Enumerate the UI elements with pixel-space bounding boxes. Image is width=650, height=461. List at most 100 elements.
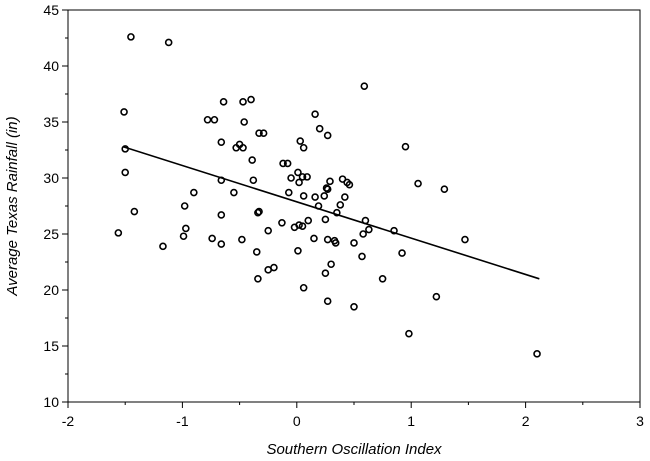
x-tick-label: -1	[176, 413, 189, 429]
data-point	[358, 252, 366, 261]
data-point	[287, 174, 295, 182]
data-point	[121, 168, 129, 177]
y-tick-label: 30	[43, 170, 59, 186]
data-point	[398, 249, 406, 257]
data-point	[341, 193, 349, 201]
data-point	[323, 235, 332, 244]
data-point	[294, 247, 302, 255]
data-point	[217, 138, 226, 146]
y-tick-label: 40	[43, 58, 59, 74]
data-point	[217, 240, 226, 248]
y-tick-label: 35	[43, 114, 59, 130]
data-point	[255, 207, 263, 216]
data-point	[252, 248, 261, 256]
data-point	[278, 219, 286, 227]
data-point	[333, 208, 341, 217]
data-point	[461, 235, 469, 244]
data-point	[248, 156, 256, 164]
data-point	[345, 180, 354, 189]
data-point	[208, 234, 216, 243]
data-point	[127, 33, 135, 41]
data-point	[310, 234, 318, 243]
data-point	[294, 168, 302, 177]
data-point	[315, 124, 324, 133]
data-point	[378, 274, 387, 283]
data-point	[249, 176, 258, 185]
data-point	[359, 230, 367, 238]
data-point	[311, 193, 319, 201]
data-point	[405, 329, 413, 338]
data-point	[321, 269, 330, 278]
y-tick-label: 25	[43, 226, 59, 242]
data-point	[304, 216, 313, 225]
data-point	[401, 142, 410, 151]
data-point	[298, 173, 307, 181]
x-axis-label: Southern Oscillation Index	[266, 441, 442, 458]
data-point	[331, 239, 340, 247]
data-point	[247, 95, 255, 104]
data-point	[182, 224, 190, 233]
data-point	[327, 260, 335, 269]
data-point	[299, 283, 308, 292]
data-point	[323, 297, 332, 306]
y-tick-label: 10	[43, 394, 59, 410]
data-point	[322, 184, 331, 192]
data-point	[203, 115, 212, 124]
data-point	[270, 263, 278, 272]
x-tick-label: 0	[293, 413, 301, 429]
data-point	[239, 143, 247, 152]
data-point	[239, 98, 247, 106]
data-point	[299, 143, 308, 152]
data-point	[190, 188, 198, 197]
data-point	[432, 292, 441, 301]
data-point	[284, 188, 293, 197]
data-point	[255, 129, 263, 137]
data-point	[164, 38, 173, 47]
data-point	[303, 173, 311, 181]
data-point	[533, 350, 541, 358]
data-point	[295, 178, 303, 187]
data-point	[440, 185, 449, 193]
x-tick-label: -2	[62, 413, 75, 429]
data-point	[230, 188, 238, 197]
data-point	[414, 179, 422, 188]
data-point	[323, 185, 332, 193]
data-point	[336, 201, 345, 209]
data-point	[360, 82, 369, 90]
data-point	[350, 239, 358, 247]
data-point	[179, 232, 188, 241]
y-tick-label: 15	[43, 338, 59, 354]
y-tick-label: 20	[43, 282, 59, 298]
data-point	[254, 208, 262, 217]
data-point	[311, 110, 319, 118]
data-point	[321, 215, 330, 224]
data-point	[259, 129, 268, 137]
data-point	[320, 192, 329, 200]
data-point	[390, 226, 398, 235]
data-points	[114, 33, 541, 358]
data-point	[180, 202, 189, 210]
data-point	[323, 131, 332, 140]
data-point	[283, 159, 292, 168]
axis-ticks: -2 -1 0 1 2 3 10 15 20 25 30 35 40 45	[43, 2, 644, 429]
data-point	[350, 302, 358, 311]
data-point	[296, 137, 305, 145]
data-point	[365, 225, 373, 234]
data-point	[326, 177, 334, 186]
data-point	[254, 274, 262, 283]
data-point	[210, 115, 219, 124]
x-tick-label: 3	[636, 413, 644, 429]
data-point	[130, 207, 139, 216]
trend-line	[122, 145, 540, 280]
x-tick-label: 1	[407, 413, 415, 429]
data-point	[159, 242, 167, 251]
data-point	[279, 159, 287, 168]
plot-area-frame	[67, 9, 641, 403]
data-point	[290, 223, 299, 232]
data-point	[299, 192, 308, 200]
data-point	[217, 211, 226, 219]
data-point	[298, 222, 307, 230]
data-point	[238, 235, 246, 244]
x-tick-label: 2	[522, 413, 530, 429]
